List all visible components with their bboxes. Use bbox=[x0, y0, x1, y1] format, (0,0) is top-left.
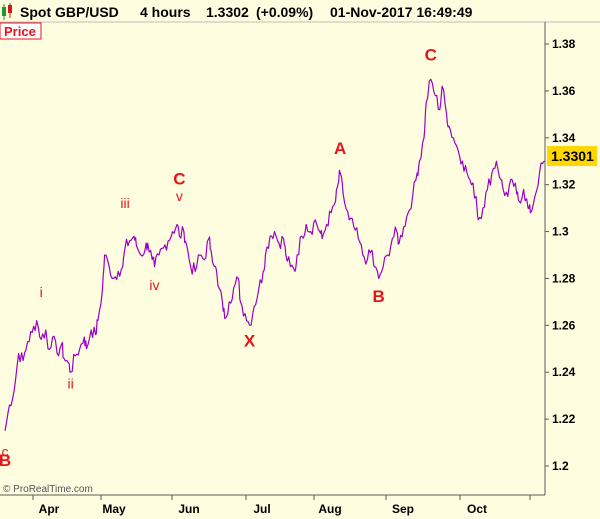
wave-label: C bbox=[173, 170, 185, 189]
header-datetime: 01-Nov-2017 16:49:49 bbox=[330, 4, 473, 20]
current-price-tag-text: 1.3301 bbox=[551, 148, 594, 164]
x-tick-label: Apr bbox=[39, 502, 60, 516]
wave-label: B bbox=[0, 451, 11, 470]
current-price-tag: 1.3301 bbox=[547, 146, 597, 166]
header-timeframe: 4 hours bbox=[140, 4, 191, 20]
y-tick-label: 1.32 bbox=[552, 178, 576, 192]
x-tick-label: Sep bbox=[392, 502, 414, 516]
y-tick-label: 1.22 bbox=[552, 412, 576, 426]
chart-header: Spot GBP/USD 4 hours 1.3302 (+0.09%) 01-… bbox=[2, 3, 473, 20]
y-tick-label: 1.34 bbox=[552, 131, 576, 145]
y-tick-label: 1.36 bbox=[552, 84, 576, 98]
x-tick-label: Jun bbox=[178, 502, 199, 516]
wave-label: X bbox=[244, 331, 256, 350]
header-last-price: 1.3302 bbox=[206, 4, 249, 20]
wave-label: B bbox=[373, 287, 385, 306]
header-instrument: Spot GBP/USD bbox=[20, 4, 119, 20]
gbpusd-price-series bbox=[4, 78, 545, 431]
y-tick-label: 1.24 bbox=[552, 365, 576, 379]
panel-label-text: Price bbox=[4, 24, 36, 39]
series-layer bbox=[4, 78, 545, 431]
x-tick-label: Jul bbox=[253, 502, 270, 516]
watermark: © ProRealTime.com bbox=[3, 484, 93, 495]
price-axis: 1.38 1.36 1.34 1.32 1.3 1.28 1.26 1.24 1.22 1.2 bbox=[545, 37, 576, 473]
wave-label: ii bbox=[68, 376, 74, 392]
candlestick-icon bbox=[2, 3, 12, 20]
y-tick-label: 1.3 bbox=[552, 225, 569, 239]
wave-label: v bbox=[176, 188, 183, 204]
y-tick-label: 1.26 bbox=[552, 318, 576, 332]
wave-label: c bbox=[2, 444, 9, 460]
y-tick-label: 1.2 bbox=[552, 459, 569, 473]
wave-label: iii bbox=[120, 195, 129, 211]
wave-label: i bbox=[40, 284, 43, 300]
header-change: (+0.09%) bbox=[256, 4, 313, 20]
wave-label: C bbox=[425, 45, 437, 64]
x-tick-label: Oct bbox=[467, 502, 487, 516]
wave-label: iv bbox=[149, 277, 159, 293]
y-tick-label: 1.38 bbox=[552, 37, 576, 51]
time-axis: Apr May Jun Jul Aug Sep Oct bbox=[32, 495, 531, 516]
y-tick-label: 1.28 bbox=[552, 271, 576, 285]
panel-label: Price bbox=[0, 22, 42, 40]
x-tick-label: Aug bbox=[318, 502, 341, 516]
wave-label: A bbox=[334, 139, 346, 158]
x-tick-label: May bbox=[102, 502, 126, 516]
